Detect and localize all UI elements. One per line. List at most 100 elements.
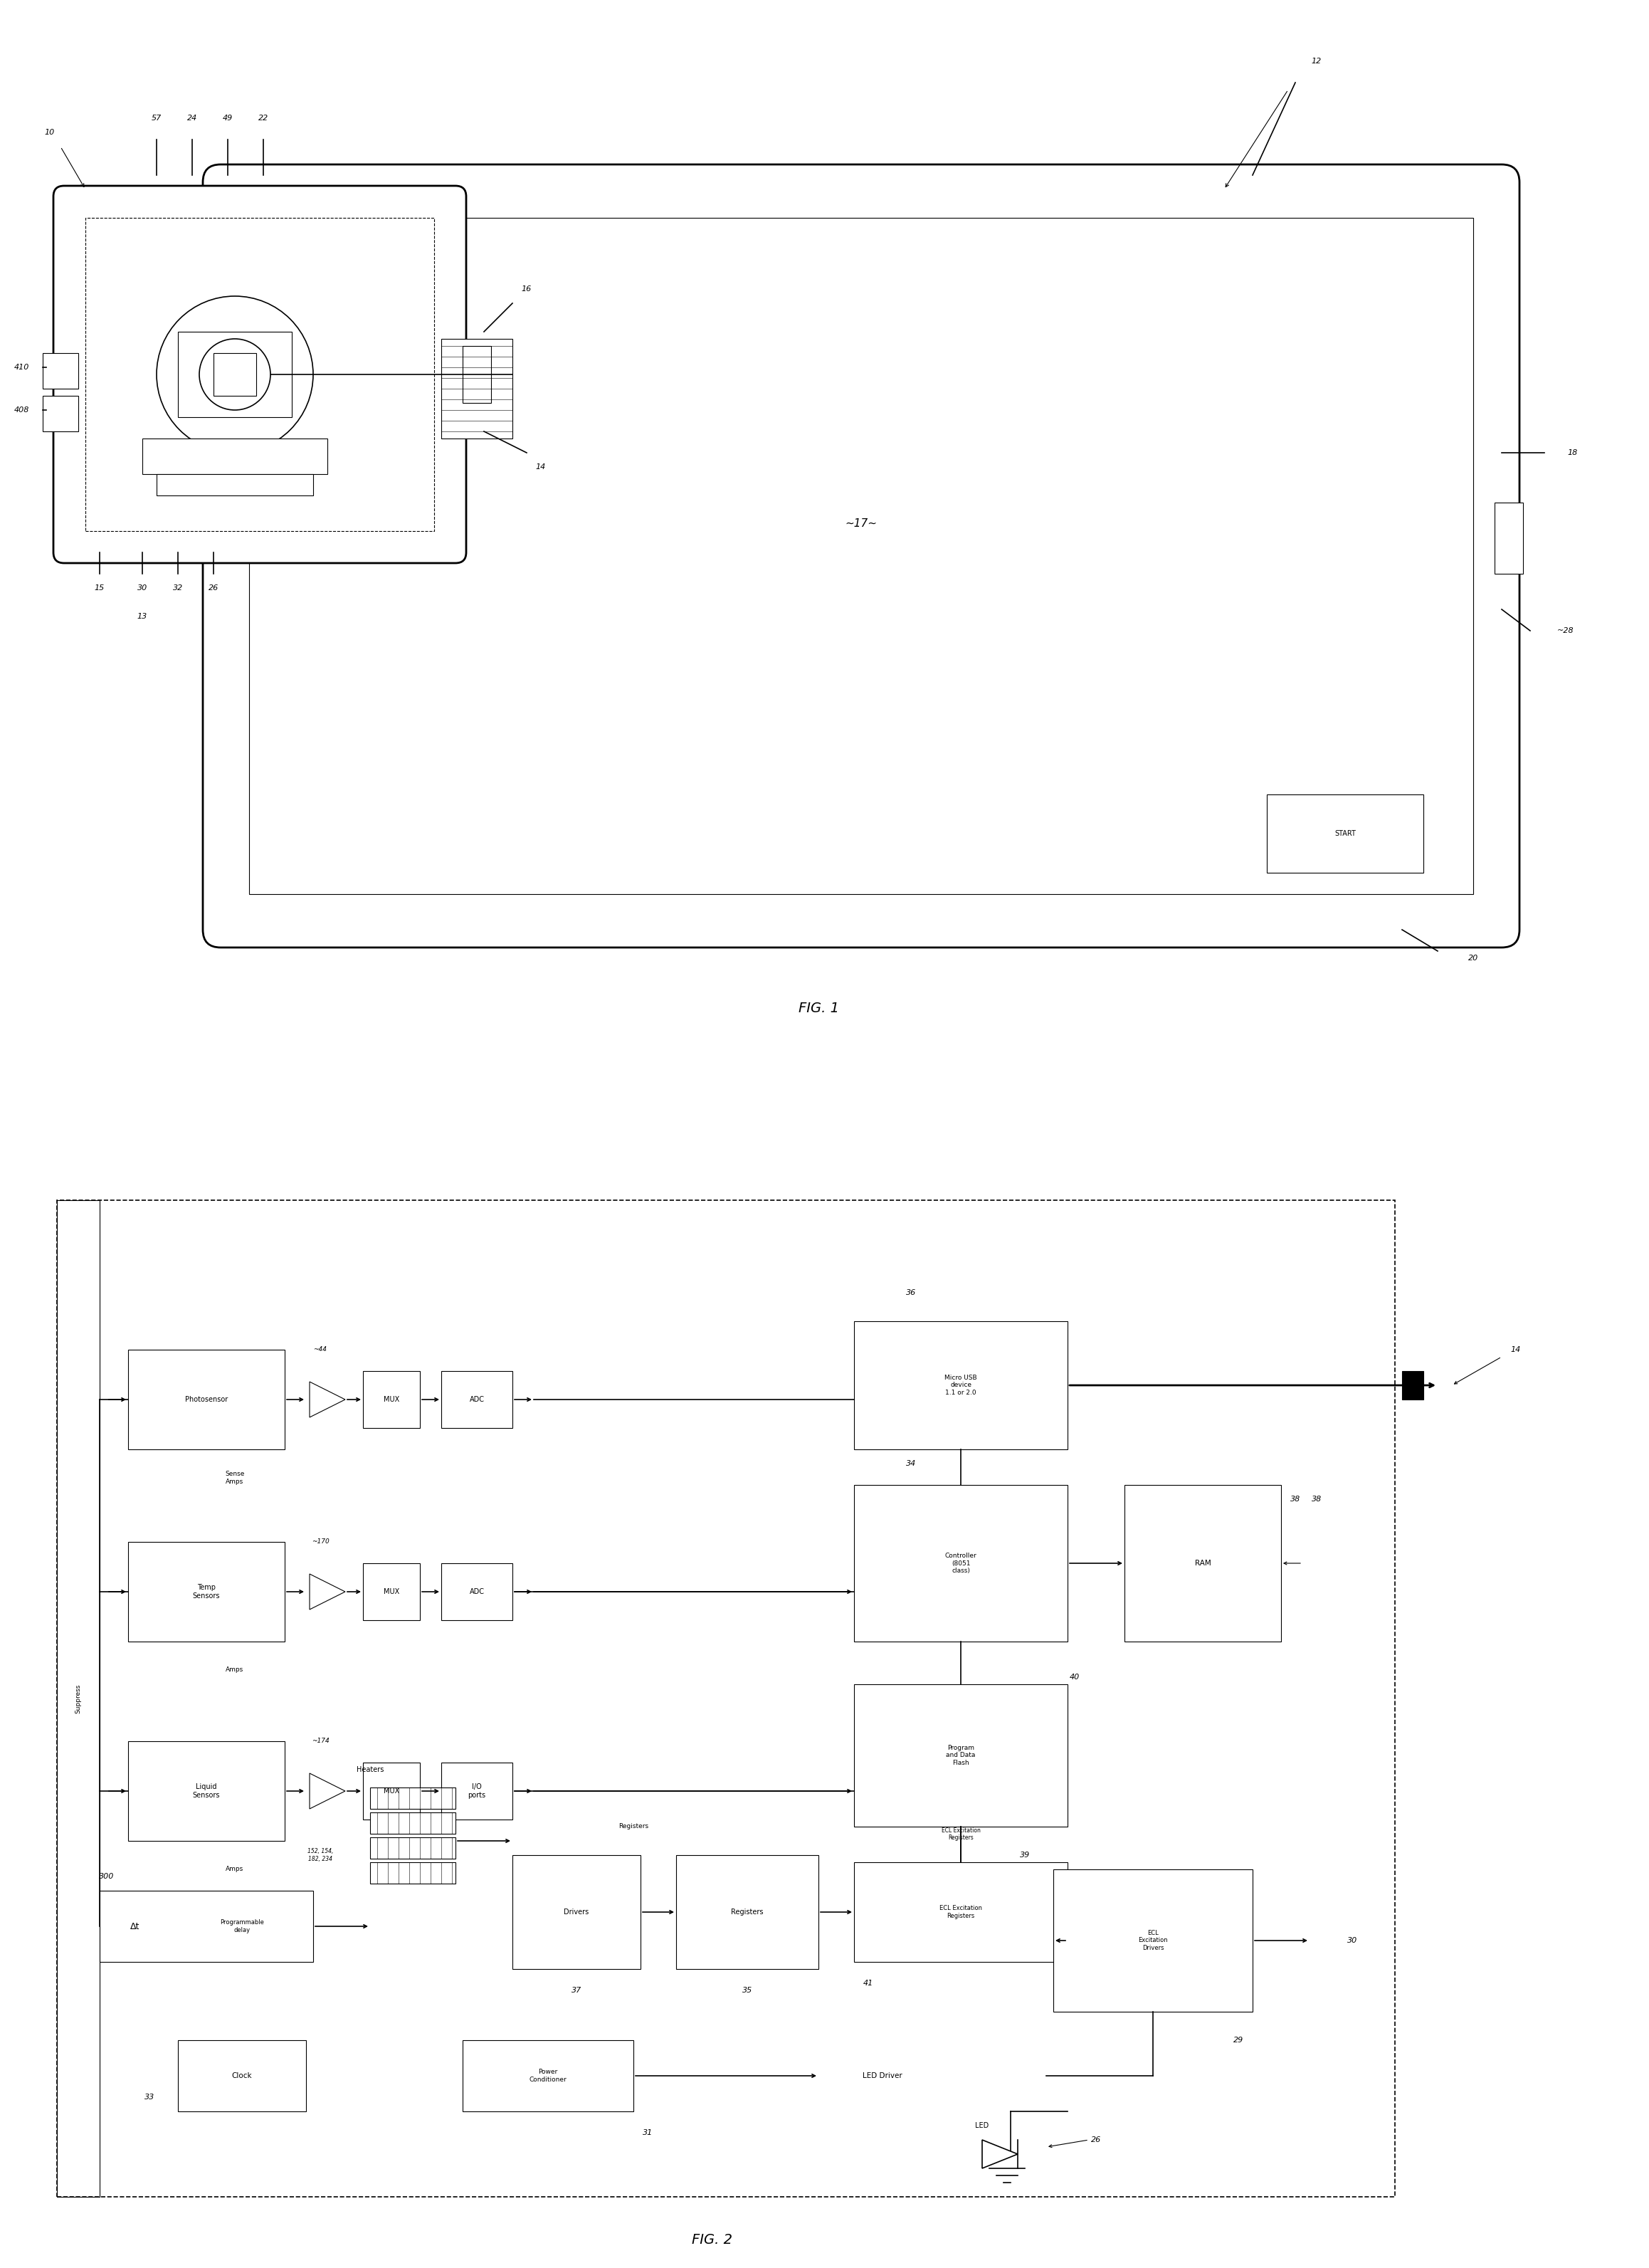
Bar xyxy=(363,1372,420,1429)
Text: Amps: Amps xyxy=(226,1867,244,1873)
Bar xyxy=(1402,1372,1423,1399)
Text: LED Driver: LED Driver xyxy=(862,2073,902,2080)
Bar xyxy=(43,354,78,388)
Text: 31: 31 xyxy=(643,2130,653,2136)
Text: MUX: MUX xyxy=(384,1588,399,1594)
Bar xyxy=(1125,1486,1281,1642)
Text: ~44: ~44 xyxy=(313,1347,327,1354)
Text: RAM: RAM xyxy=(1194,1560,1210,1567)
Bar xyxy=(442,1372,513,1429)
Bar xyxy=(369,1787,455,1810)
Circle shape xyxy=(157,297,313,454)
Bar xyxy=(363,1563,420,1619)
Text: 41: 41 xyxy=(862,1980,874,1987)
Bar xyxy=(676,1855,818,1969)
Text: Temp
Sensors: Temp Sensors xyxy=(193,1583,219,1599)
Polygon shape xyxy=(983,2141,1017,2168)
Text: 152, 154,
182, 234: 152, 154, 182, 234 xyxy=(307,1848,333,1862)
FancyBboxPatch shape xyxy=(203,166,1519,948)
Bar xyxy=(442,1563,513,1619)
Text: ~170: ~170 xyxy=(312,1538,330,1545)
Text: ~28: ~28 xyxy=(1557,628,1575,635)
Text: Controller
(8051
class): Controller (8051 class) xyxy=(945,1554,976,1574)
Bar xyxy=(142,438,328,474)
Text: Drivers: Drivers xyxy=(564,1907,589,1916)
Text: 29: 29 xyxy=(1233,2037,1243,2043)
Bar xyxy=(463,347,491,404)
Bar xyxy=(86,218,434,531)
Text: Suppress: Suppress xyxy=(76,1683,81,1712)
Text: 18: 18 xyxy=(1568,449,1578,456)
Bar xyxy=(43,397,78,431)
Text: I/O
ports: I/O ports xyxy=(468,1783,486,1799)
Text: 34: 34 xyxy=(905,1461,917,1467)
Bar xyxy=(1494,503,1524,574)
Bar xyxy=(58,1200,99,2198)
Bar xyxy=(129,1742,285,1842)
Text: 13: 13 xyxy=(137,612,147,619)
Text: 57: 57 xyxy=(152,116,162,122)
Circle shape xyxy=(200,338,270,411)
Text: 300: 300 xyxy=(99,1873,114,1880)
Text: 14: 14 xyxy=(1510,1347,1520,1354)
Text: 38: 38 xyxy=(1311,1495,1322,1504)
Text: 12: 12 xyxy=(1311,57,1322,66)
Bar xyxy=(854,1486,1067,1642)
Text: Registers: Registers xyxy=(618,1823,648,1830)
Text: 38: 38 xyxy=(1290,1495,1301,1504)
Text: ECL Excitation
Registers: ECL Excitation Registers xyxy=(940,1905,983,1919)
Text: Liquid
Sensors: Liquid Sensors xyxy=(193,1783,219,1799)
Text: ~174: ~174 xyxy=(312,1737,330,1744)
Text: 24: 24 xyxy=(186,116,198,122)
Text: Micro USB
device
1.1 or 2.0: Micro USB device 1.1 or 2.0 xyxy=(945,1374,976,1395)
Bar xyxy=(513,1855,640,1969)
Text: 32: 32 xyxy=(173,585,183,592)
Text: 30: 30 xyxy=(1347,1937,1357,1944)
Text: 10: 10 xyxy=(45,129,54,136)
Text: 30: 30 xyxy=(137,585,147,592)
Bar xyxy=(129,1542,285,1642)
Text: 35: 35 xyxy=(742,1987,752,1994)
Text: Photosensor: Photosensor xyxy=(185,1397,228,1404)
Text: 20: 20 xyxy=(1468,955,1478,962)
Bar xyxy=(369,1837,455,1860)
Text: 16: 16 xyxy=(521,286,531,293)
Bar xyxy=(58,1200,1395,2198)
Text: ADC: ADC xyxy=(470,1397,485,1404)
Text: 33: 33 xyxy=(145,2093,155,2100)
Text: 26: 26 xyxy=(208,585,219,592)
Text: LED: LED xyxy=(975,2123,989,2130)
Text: ECL
Excitation
Drivers: ECL Excitation Drivers xyxy=(1138,1930,1167,1950)
Bar xyxy=(178,331,292,417)
Text: 40: 40 xyxy=(1070,1674,1080,1681)
FancyBboxPatch shape xyxy=(53,186,467,562)
Text: 22: 22 xyxy=(259,116,269,122)
Text: Δt: Δt xyxy=(130,1921,140,1930)
Bar xyxy=(1054,1869,1253,2012)
Text: Program
and Data
Flash: Program and Data Flash xyxy=(947,1744,976,1767)
Text: ECL Excitation
Registers: ECL Excitation Registers xyxy=(942,1828,980,1842)
Text: Clock: Clock xyxy=(233,2073,252,2080)
Bar xyxy=(369,1862,455,1885)
Bar xyxy=(442,1762,513,1819)
Polygon shape xyxy=(310,1774,345,1810)
Text: START: START xyxy=(1334,830,1355,837)
Text: 39: 39 xyxy=(1019,1851,1031,1860)
Text: 408: 408 xyxy=(13,406,30,413)
Text: 37: 37 xyxy=(572,1987,582,1994)
Text: MUX: MUX xyxy=(384,1787,399,1794)
Text: Amps: Amps xyxy=(226,1667,244,1674)
Bar xyxy=(1266,794,1423,873)
Bar xyxy=(249,218,1473,894)
Bar xyxy=(463,2041,633,2112)
Bar xyxy=(129,1349,285,1449)
Text: 410: 410 xyxy=(13,363,30,372)
Text: 36: 36 xyxy=(905,1288,917,1297)
Bar xyxy=(213,354,256,397)
Bar xyxy=(442,338,513,438)
Bar xyxy=(157,474,313,494)
Bar xyxy=(99,1892,313,1962)
Text: Power
Conditioner: Power Conditioner xyxy=(529,2068,567,2082)
Text: ADC: ADC xyxy=(470,1588,485,1594)
Bar xyxy=(178,2041,307,2112)
